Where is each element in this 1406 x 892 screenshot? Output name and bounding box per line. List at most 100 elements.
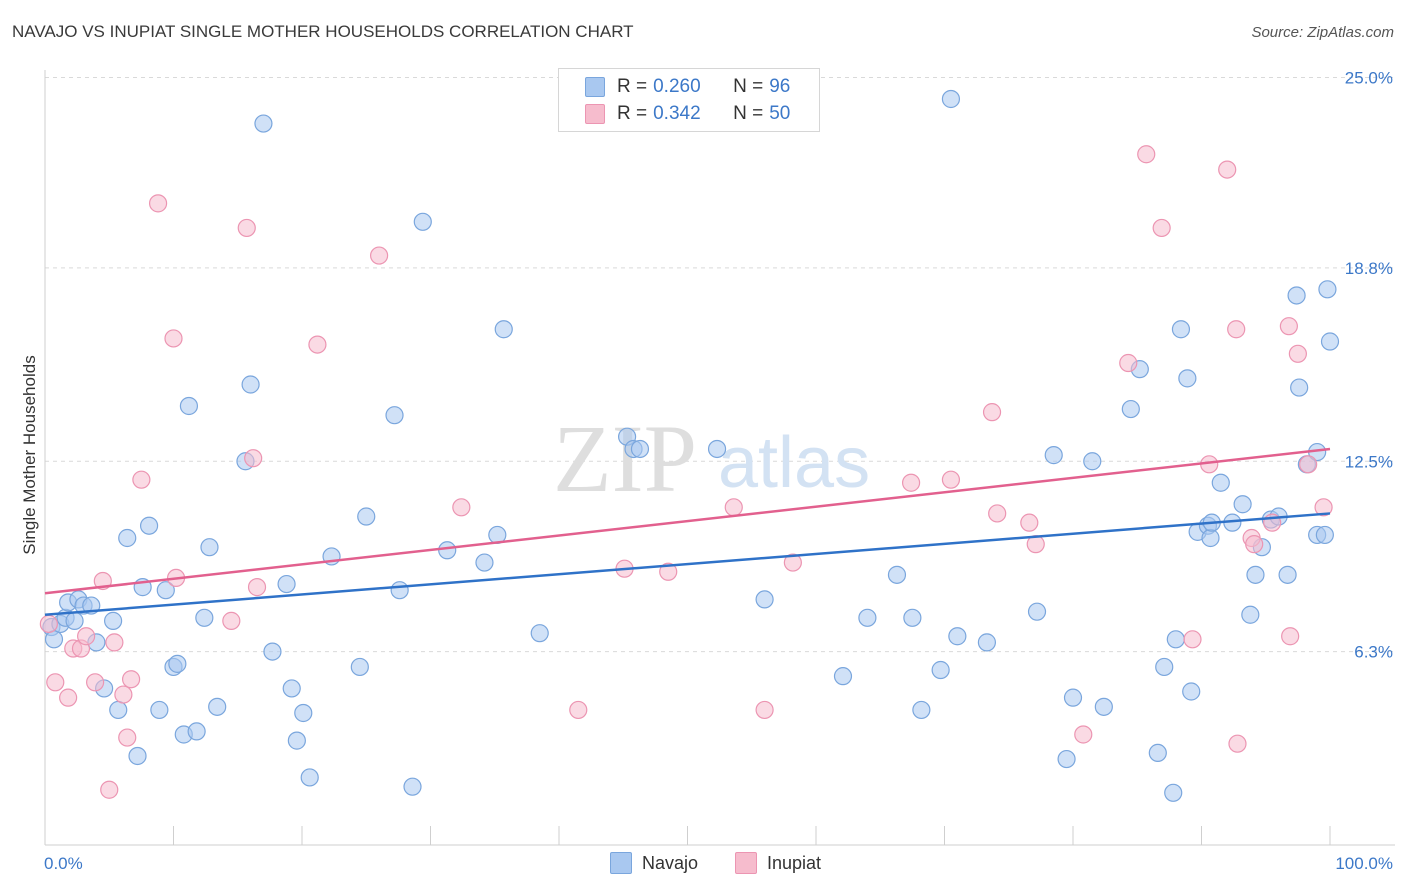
inupiat-point — [370, 246, 389, 265]
navajo-point — [109, 700, 128, 720]
navajo-point — [1278, 565, 1297, 584]
inupiat-trend-line — [44, 447, 1331, 595]
legend-row-inupiat: R = 0.342 N = 50 — [585, 101, 790, 127]
y-tick-label: 6.3% — [1354, 643, 1393, 662]
correlation-legend: R = 0.260 N = 96 R = 0.342 N = 50 — [558, 68, 820, 132]
axes — [44, 70, 1395, 846]
navajo-point — [1155, 657, 1174, 677]
inupiat-point — [569, 700, 588, 720]
navajo-point — [707, 439, 727, 459]
inupiat-point — [100, 780, 119, 799]
navajo-n-label: N = — [733, 76, 764, 97]
navajo-point — [1178, 369, 1197, 388]
inupiat-point — [452, 498, 471, 517]
navajo-point — [1201, 528, 1220, 548]
watermark-atlas: atlas — [718, 423, 870, 503]
navajo-point — [438, 541, 457, 560]
navajo-point — [1027, 602, 1047, 621]
navajo-point — [475, 553, 494, 572]
navajo-point — [1063, 688, 1083, 707]
navajo-point — [300, 768, 319, 787]
navajo-point — [254, 114, 273, 133]
navajo-point — [530, 624, 549, 643]
x-tick-label: 100.0% — [1335, 854, 1393, 873]
navajo-point — [1166, 630, 1185, 649]
inupiat-point — [244, 449, 263, 468]
navajo-point — [1233, 495, 1252, 514]
navajo-point — [104, 611, 123, 630]
inupiat-point — [783, 553, 802, 572]
inupiat-n-label: N = — [733, 103, 764, 124]
inupiat-point — [118, 728, 137, 747]
navajo-point — [858, 608, 877, 627]
navajo-point — [494, 320, 513, 339]
inupiat-point — [1228, 734, 1247, 753]
navajo-point — [390, 581, 409, 600]
inupiat-point — [1218, 160, 1237, 179]
navajo-point — [118, 528, 137, 548]
navajo-point — [294, 703, 313, 723]
navajo-legend-swatch — [610, 852, 632, 874]
navajo-point — [1121, 399, 1140, 419]
watermark-zip: ZIP — [553, 405, 697, 512]
legend-item-inupiat: Inupiat — [735, 852, 821, 874]
navajo-point — [44, 630, 64, 649]
watermark: ZIP atlas — [553, 405, 870, 512]
navajo-point — [1287, 286, 1306, 305]
inupiat-point — [988, 504, 1007, 523]
navajo-point — [413, 212, 432, 231]
navajo-swatch — [585, 77, 605, 97]
navajo-point — [139, 516, 159, 535]
navajo-point — [282, 679, 301, 698]
navajo-point — [977, 633, 997, 652]
navajo-point — [385, 406, 404, 425]
navajo-point — [1164, 783, 1183, 802]
inupiat-point — [39, 614, 58, 634]
navajo-point — [65, 611, 84, 630]
inupiat-point — [1074, 725, 1093, 744]
inupiat-point — [1281, 627, 1300, 646]
inupiat-point — [114, 685, 133, 704]
navajo-point — [1241, 605, 1260, 624]
navajo-point — [168, 654, 187, 673]
inupiat-point — [132, 470, 151, 489]
inupiat-point — [1183, 630, 1202, 649]
navajo-point — [1057, 749, 1076, 769]
navajo-r-value: 0.260 — [653, 76, 701, 97]
inupiat-point — [1137, 145, 1156, 164]
inupiat-swatch — [585, 104, 605, 124]
navajo-point — [833, 667, 853, 686]
navajo-point — [128, 746, 147, 766]
navajo-point — [1315, 525, 1334, 545]
inupiat-point — [982, 403, 1002, 422]
x-tick-labels: 0.0% 100.0% — [44, 854, 1393, 873]
navajo-point — [150, 700, 169, 720]
navajo-point — [208, 697, 227, 716]
navajo-point — [263, 642, 282, 661]
navajo-point — [1083, 452, 1102, 471]
inupiat-point — [1020, 513, 1039, 532]
navajo-point — [1290, 378, 1309, 397]
inupiat-point — [105, 633, 124, 652]
navajo-point — [187, 722, 206, 741]
grid-lines — [45, 77, 1395, 653]
navajo-point — [403, 777, 422, 796]
inupiat-point — [86, 673, 105, 692]
inupiat-point — [164, 329, 183, 348]
navajo-point — [941, 89, 961, 109]
inupiat-point — [247, 578, 267, 597]
navajo-point — [630, 439, 650, 459]
inupiat-point — [659, 562, 678, 581]
y-axis-title: Single Mother Households — [20, 355, 39, 554]
navajo-point — [1171, 320, 1191, 339]
navajo-point — [287, 731, 306, 750]
navajo-point — [1246, 565, 1265, 584]
navajo-point — [195, 608, 214, 627]
x-tick-label: 0.0% — [44, 854, 83, 873]
inupiat-point — [1227, 320, 1246, 339]
inupiat-point — [308, 335, 327, 354]
inupiat-point — [1119, 353, 1138, 373]
legend-row-navajo: R = 0.260 N = 96 — [585, 74, 790, 100]
inupiat-point — [59, 688, 78, 707]
